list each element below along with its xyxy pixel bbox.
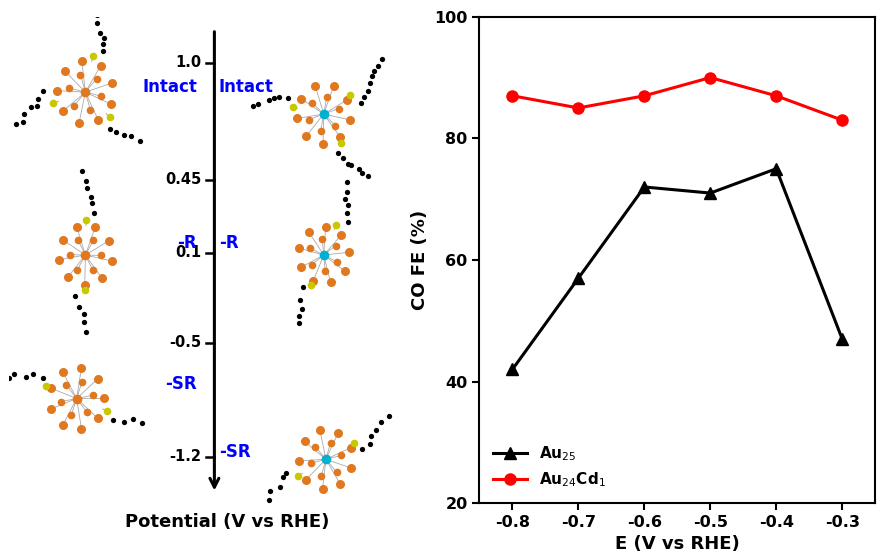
Text: -SR: -SR — [218, 443, 250, 461]
Y-axis label: CO FE (%): CO FE (%) — [411, 210, 429, 310]
Text: -SR: -SR — [165, 375, 197, 393]
Text: -0.5: -0.5 — [169, 335, 202, 350]
Text: Intact: Intact — [142, 78, 197, 96]
Text: 0.45: 0.45 — [165, 172, 202, 187]
Text: Intact: Intact — [218, 78, 274, 96]
Legend: Au$_{25}$, Au$_{24}$Cd$_{1}$: Au$_{25}$, Au$_{24}$Cd$_{1}$ — [487, 438, 612, 495]
Text: -R: -R — [218, 234, 239, 252]
Text: Potential (V vs RHE): Potential (V vs RHE) — [126, 513, 330, 531]
X-axis label: E (V vs RHE): E (V vs RHE) — [615, 536, 740, 553]
Text: -R: -R — [178, 234, 197, 252]
Text: -1.2: -1.2 — [169, 449, 202, 465]
Text: 0.1: 0.1 — [175, 245, 202, 260]
Text: 1.0: 1.0 — [175, 55, 202, 70]
